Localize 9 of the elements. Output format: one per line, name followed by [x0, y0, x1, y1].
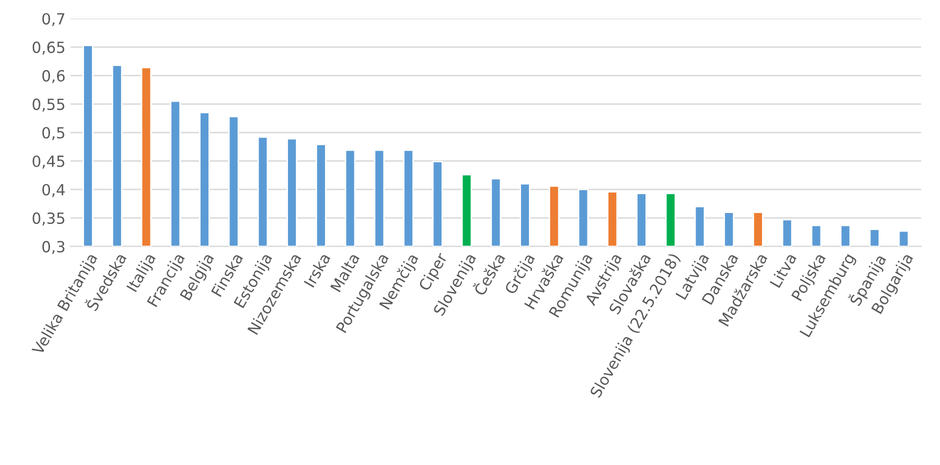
y-tick-label: 0,3 [42, 240, 64, 254]
y-tick-label: 0,65 [32, 42, 64, 55]
y-tick-label: 0,35 [32, 212, 64, 226]
y-tick-label: 0,7 [42, 13, 64, 26]
y-tick-label: 0,45 [32, 155, 64, 169]
y-tick-label: 0,4 [42, 184, 65, 198]
y-tick-label: 0,6 [42, 70, 65, 84]
y-tick-label: 0,55 [32, 98, 64, 112]
y-tick-label: 0,5 [42, 126, 64, 140]
